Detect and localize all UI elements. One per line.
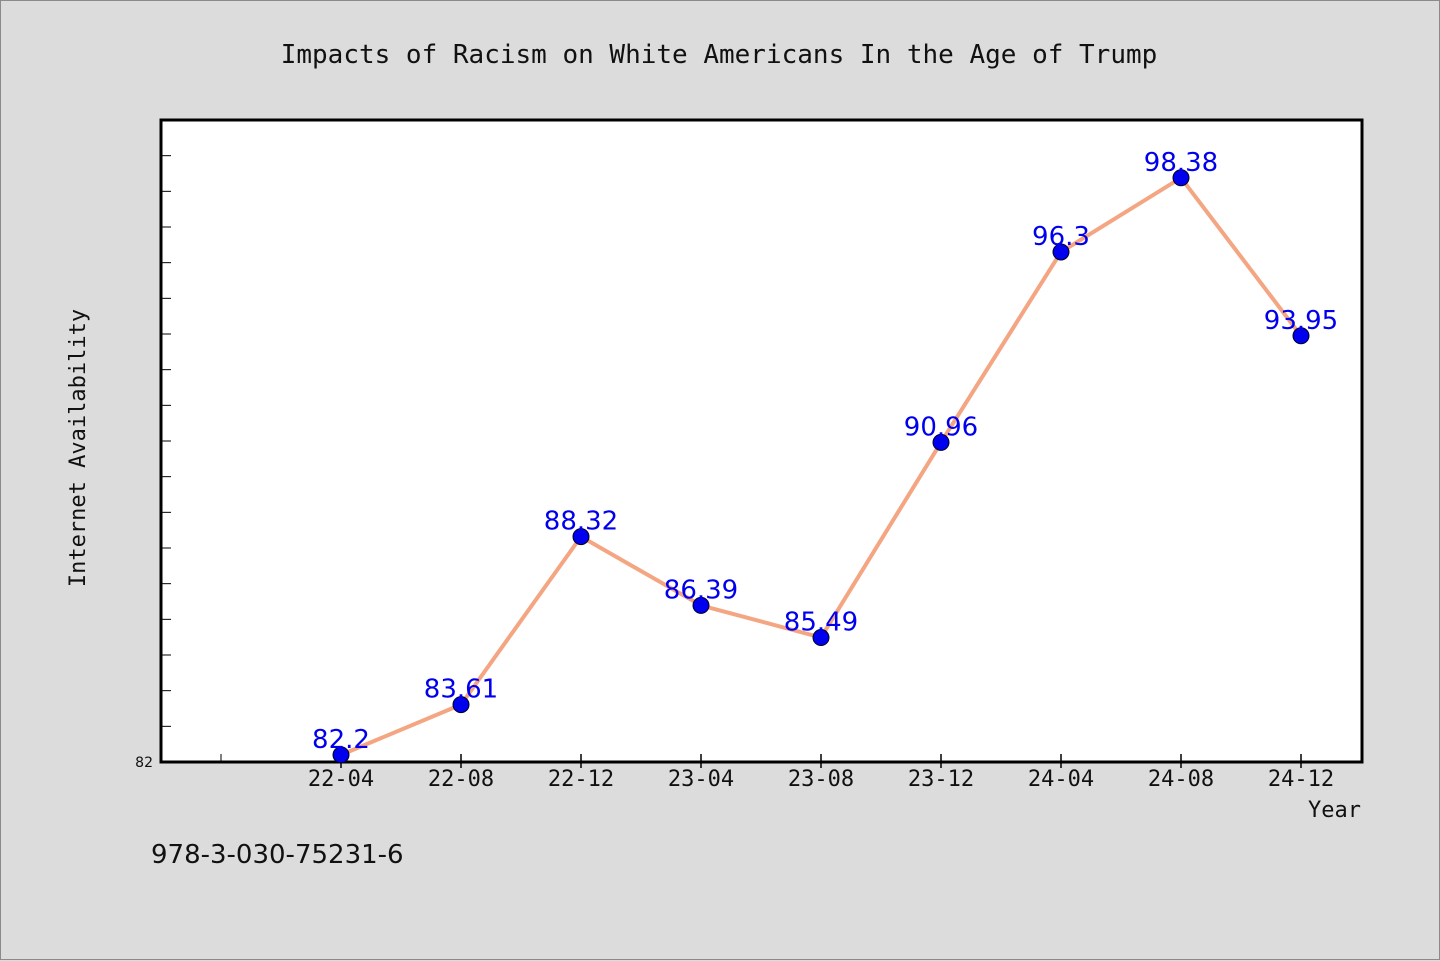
- x-tick-label: 24-12: [1268, 767, 1334, 792]
- data-label: 88.32: [544, 507, 618, 537]
- data-label: 98.38: [1144, 148, 1218, 178]
- data-point: [692, 596, 710, 614]
- y-axis-ticks: [161, 155, 171, 727]
- data-point: [572, 528, 590, 546]
- data-label: 90.96: [904, 412, 978, 442]
- x-tick-label: 24-04: [1028, 767, 1094, 792]
- data-labels: 82.2 83.61 88.32 86.39 85.49 90.96 96.3 98.38 93…: [312, 148, 1338, 755]
- footer-isbn: 978-3-030-75231-6: [151, 840, 404, 870]
- data-label: 96.3: [1032, 222, 1090, 252]
- data-point: [1172, 169, 1190, 187]
- x-tick-label: 24-08: [1148, 767, 1214, 792]
- data-point: [332, 746, 350, 764]
- x-axis-ticks: 22-04 22-08 22-12 23-04 23-08 23-12 24-04 24-08…: [220, 754, 1334, 792]
- x-tick-label: 22-04: [308, 767, 374, 792]
- x-tick-label: 22-12: [548, 767, 614, 792]
- x-tick-label: 23-12: [908, 767, 974, 792]
- x-tick-label: 23-08: [788, 767, 854, 792]
- data-point: [932, 433, 950, 451]
- data-point: [452, 696, 470, 714]
- x-tick-label: 22-08: [428, 767, 494, 792]
- y-tick-label-min: 82: [135, 755, 153, 771]
- data-label: 82.2: [312, 725, 370, 755]
- chart-title: Impacts of Racism on White Americans In …: [281, 40, 1158, 70]
- data-point: [812, 629, 830, 647]
- data-label: 83.61: [424, 675, 498, 705]
- data-label: 93.95: [1264, 306, 1338, 336]
- series-markers: [332, 169, 1310, 764]
- x-tick-label: 23-04: [668, 767, 734, 792]
- x-axis-label: Year: [1308, 798, 1361, 823]
- data-point: [1292, 327, 1310, 345]
- data-point: [1052, 243, 1070, 261]
- data-label: 86.39: [664, 575, 738, 605]
- plot-area: [159, 118, 1364, 764]
- y-axis-label: Internet Availability: [66, 309, 91, 587]
- data-label: 85.49: [784, 608, 858, 638]
